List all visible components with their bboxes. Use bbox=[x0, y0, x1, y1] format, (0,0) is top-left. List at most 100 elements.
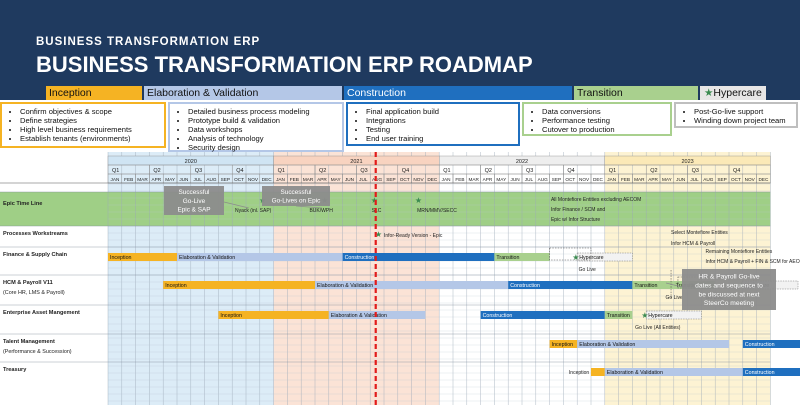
page-title: BUSINESS TRANSFORMATION ERP ROADMAP bbox=[36, 52, 533, 77]
row-note: Go Live (All Entities) bbox=[635, 325, 681, 331]
month-label: JUN bbox=[676, 177, 685, 182]
callout-hr-payroll-text: be discussed at next bbox=[699, 291, 760, 298]
month-label: OCT bbox=[731, 177, 741, 182]
month-label: OCT bbox=[234, 177, 244, 182]
phase-tab-construction: Construction bbox=[344, 86, 572, 100]
phase-box-transition: Data conversions Performance testing Cut… bbox=[522, 102, 672, 136]
year-label: 2023 bbox=[681, 159, 693, 165]
month-label: JAN bbox=[442, 177, 451, 182]
callout-hr-payroll-text: SteerCo meeting bbox=[704, 300, 754, 307]
month-label: AUG bbox=[372, 177, 383, 182]
month-label: JUL bbox=[359, 177, 368, 182]
quarter-label: Q3 bbox=[692, 168, 699, 174]
quarter-label: Q4 bbox=[402, 168, 409, 174]
month-label: APR bbox=[151, 177, 161, 182]
phase-bar-label: Construction bbox=[510, 283, 540, 289]
list-item: Performance testing bbox=[542, 116, 668, 125]
quarter-label: Q3 bbox=[360, 168, 367, 174]
list-item: Post-Go-live support bbox=[694, 107, 794, 116]
phase-bar-label: Construction bbox=[345, 255, 375, 261]
quarter-label: Q4 bbox=[733, 168, 740, 174]
month-label: JAN bbox=[110, 177, 119, 182]
phase-bar-label: Inception bbox=[220, 313, 242, 319]
phase-bar-label: Elaboration & Validation bbox=[331, 313, 387, 319]
year-label: 2022 bbox=[516, 159, 528, 165]
phase-bar-label: Construction bbox=[745, 370, 775, 376]
callout-hr-payroll bbox=[682, 269, 776, 310]
month-label: DEC bbox=[427, 177, 438, 182]
phase-bar-label: Hypercare bbox=[579, 255, 603, 261]
row-note: Inception bbox=[569, 370, 590, 376]
phase-bar-inception bbox=[549, 340, 578, 348]
month-label: SEP bbox=[386, 177, 395, 182]
quarter-label: Q1 bbox=[112, 168, 119, 174]
list-item: Security design bbox=[188, 143, 340, 152]
quarter-label: Q2 bbox=[153, 168, 160, 174]
list-item: Cutover to production bbox=[542, 125, 668, 134]
phase-bar-inception bbox=[108, 253, 177, 261]
month-label: JUN bbox=[511, 177, 520, 182]
row-label: Treasury bbox=[3, 367, 27, 373]
phase-tab-elaboration: Elaboration & Validation bbox=[144, 86, 342, 100]
row-sublabel: (Performance & Succession) bbox=[3, 349, 72, 355]
month-label: FEB bbox=[621, 177, 630, 182]
month-label: NOV bbox=[248, 177, 259, 182]
phase-tab-hypercare-label: Hypercare bbox=[713, 87, 762, 99]
quarter-label: Q2 bbox=[650, 168, 657, 174]
phase-bar-label: Elaboration & Validation bbox=[607, 370, 663, 376]
epic-event-label: BUK/WPH bbox=[309, 208, 333, 214]
month-label: NOV bbox=[413, 177, 424, 182]
list-item: Final application build bbox=[366, 107, 516, 116]
month-label: MAR bbox=[468, 177, 479, 182]
row-label: Enterprise Asset Mangement bbox=[3, 310, 80, 316]
row-label: Finance & Supply Chain bbox=[3, 252, 68, 258]
month-label: MAY bbox=[165, 177, 176, 182]
phase-bar-transition bbox=[632, 281, 674, 289]
month-label: APR bbox=[483, 177, 493, 182]
row-label: Talent Management bbox=[3, 339, 55, 345]
callout-hr-payroll-text: HR & Payroll Go-live bbox=[698, 274, 760, 281]
row-note: Remaining Montefiore Entities bbox=[706, 249, 773, 255]
row-label: HCM & Payroll V11 bbox=[3, 280, 53, 286]
year-label: 2021 bbox=[350, 159, 362, 165]
callout-pointer bbox=[295, 205, 322, 209]
phase-bar-construction bbox=[342, 253, 495, 261]
phase-box-inception: Confirm objectives & scope Define strate… bbox=[0, 102, 166, 148]
callout-hr-payroll-text: dates and sequence to bbox=[695, 283, 763, 290]
list-item: Detailed business process modeling bbox=[188, 107, 340, 116]
list-item: Winding down project team bbox=[694, 116, 794, 125]
month-label: MAR bbox=[634, 177, 645, 182]
month-label: NOV bbox=[745, 177, 756, 182]
phase-bar-inception bbox=[163, 281, 315, 289]
month-label: SEP bbox=[717, 177, 726, 182]
month-label: DEC bbox=[759, 177, 770, 182]
month-label: JUL bbox=[525, 177, 534, 182]
phase-bar-label: Hypercare bbox=[648, 313, 672, 319]
phase-tab-inception: Inception bbox=[46, 86, 142, 100]
phase-bar-transition bbox=[604, 311, 633, 319]
callout-epic-golives bbox=[262, 186, 330, 206]
month-label: MAY bbox=[496, 177, 507, 182]
month-label: FEB bbox=[124, 177, 133, 182]
callout-epic-sap-text: Successful bbox=[179, 189, 210, 196]
list-item: Confirm objectives & scope bbox=[20, 107, 162, 116]
phase-bar-label: Transition bbox=[496, 255, 519, 261]
row-note: Go Live bbox=[579, 267, 596, 273]
row-note: Infor HCM & Payroll + FIN & SCM for AECO… bbox=[706, 259, 800, 265]
process-note: Infor-Ready Version - Epic bbox=[384, 233, 443, 239]
quarter-label: Q2 bbox=[485, 168, 492, 174]
process-note: Infor HCM & Payroll bbox=[671, 241, 715, 247]
quarter-label: Q1 bbox=[609, 168, 616, 174]
month-label: AUG bbox=[206, 177, 217, 182]
quarter-label: Q2 bbox=[319, 168, 326, 174]
month-label: DEC bbox=[262, 177, 273, 182]
list-item: Analysis of technology bbox=[188, 134, 340, 143]
month-label: FEB bbox=[455, 177, 464, 182]
month-label: JAN bbox=[607, 177, 616, 182]
quarter-label: Q4 bbox=[236, 168, 243, 174]
phase-bar-elaboration bbox=[177, 253, 343, 261]
month-label: NOV bbox=[579, 177, 590, 182]
epic-note: Epic w/ Infor Structure bbox=[551, 217, 600, 223]
phase-bar-label: Inception bbox=[165, 283, 187, 289]
phase-bar-label: Transition bbox=[607, 313, 630, 319]
